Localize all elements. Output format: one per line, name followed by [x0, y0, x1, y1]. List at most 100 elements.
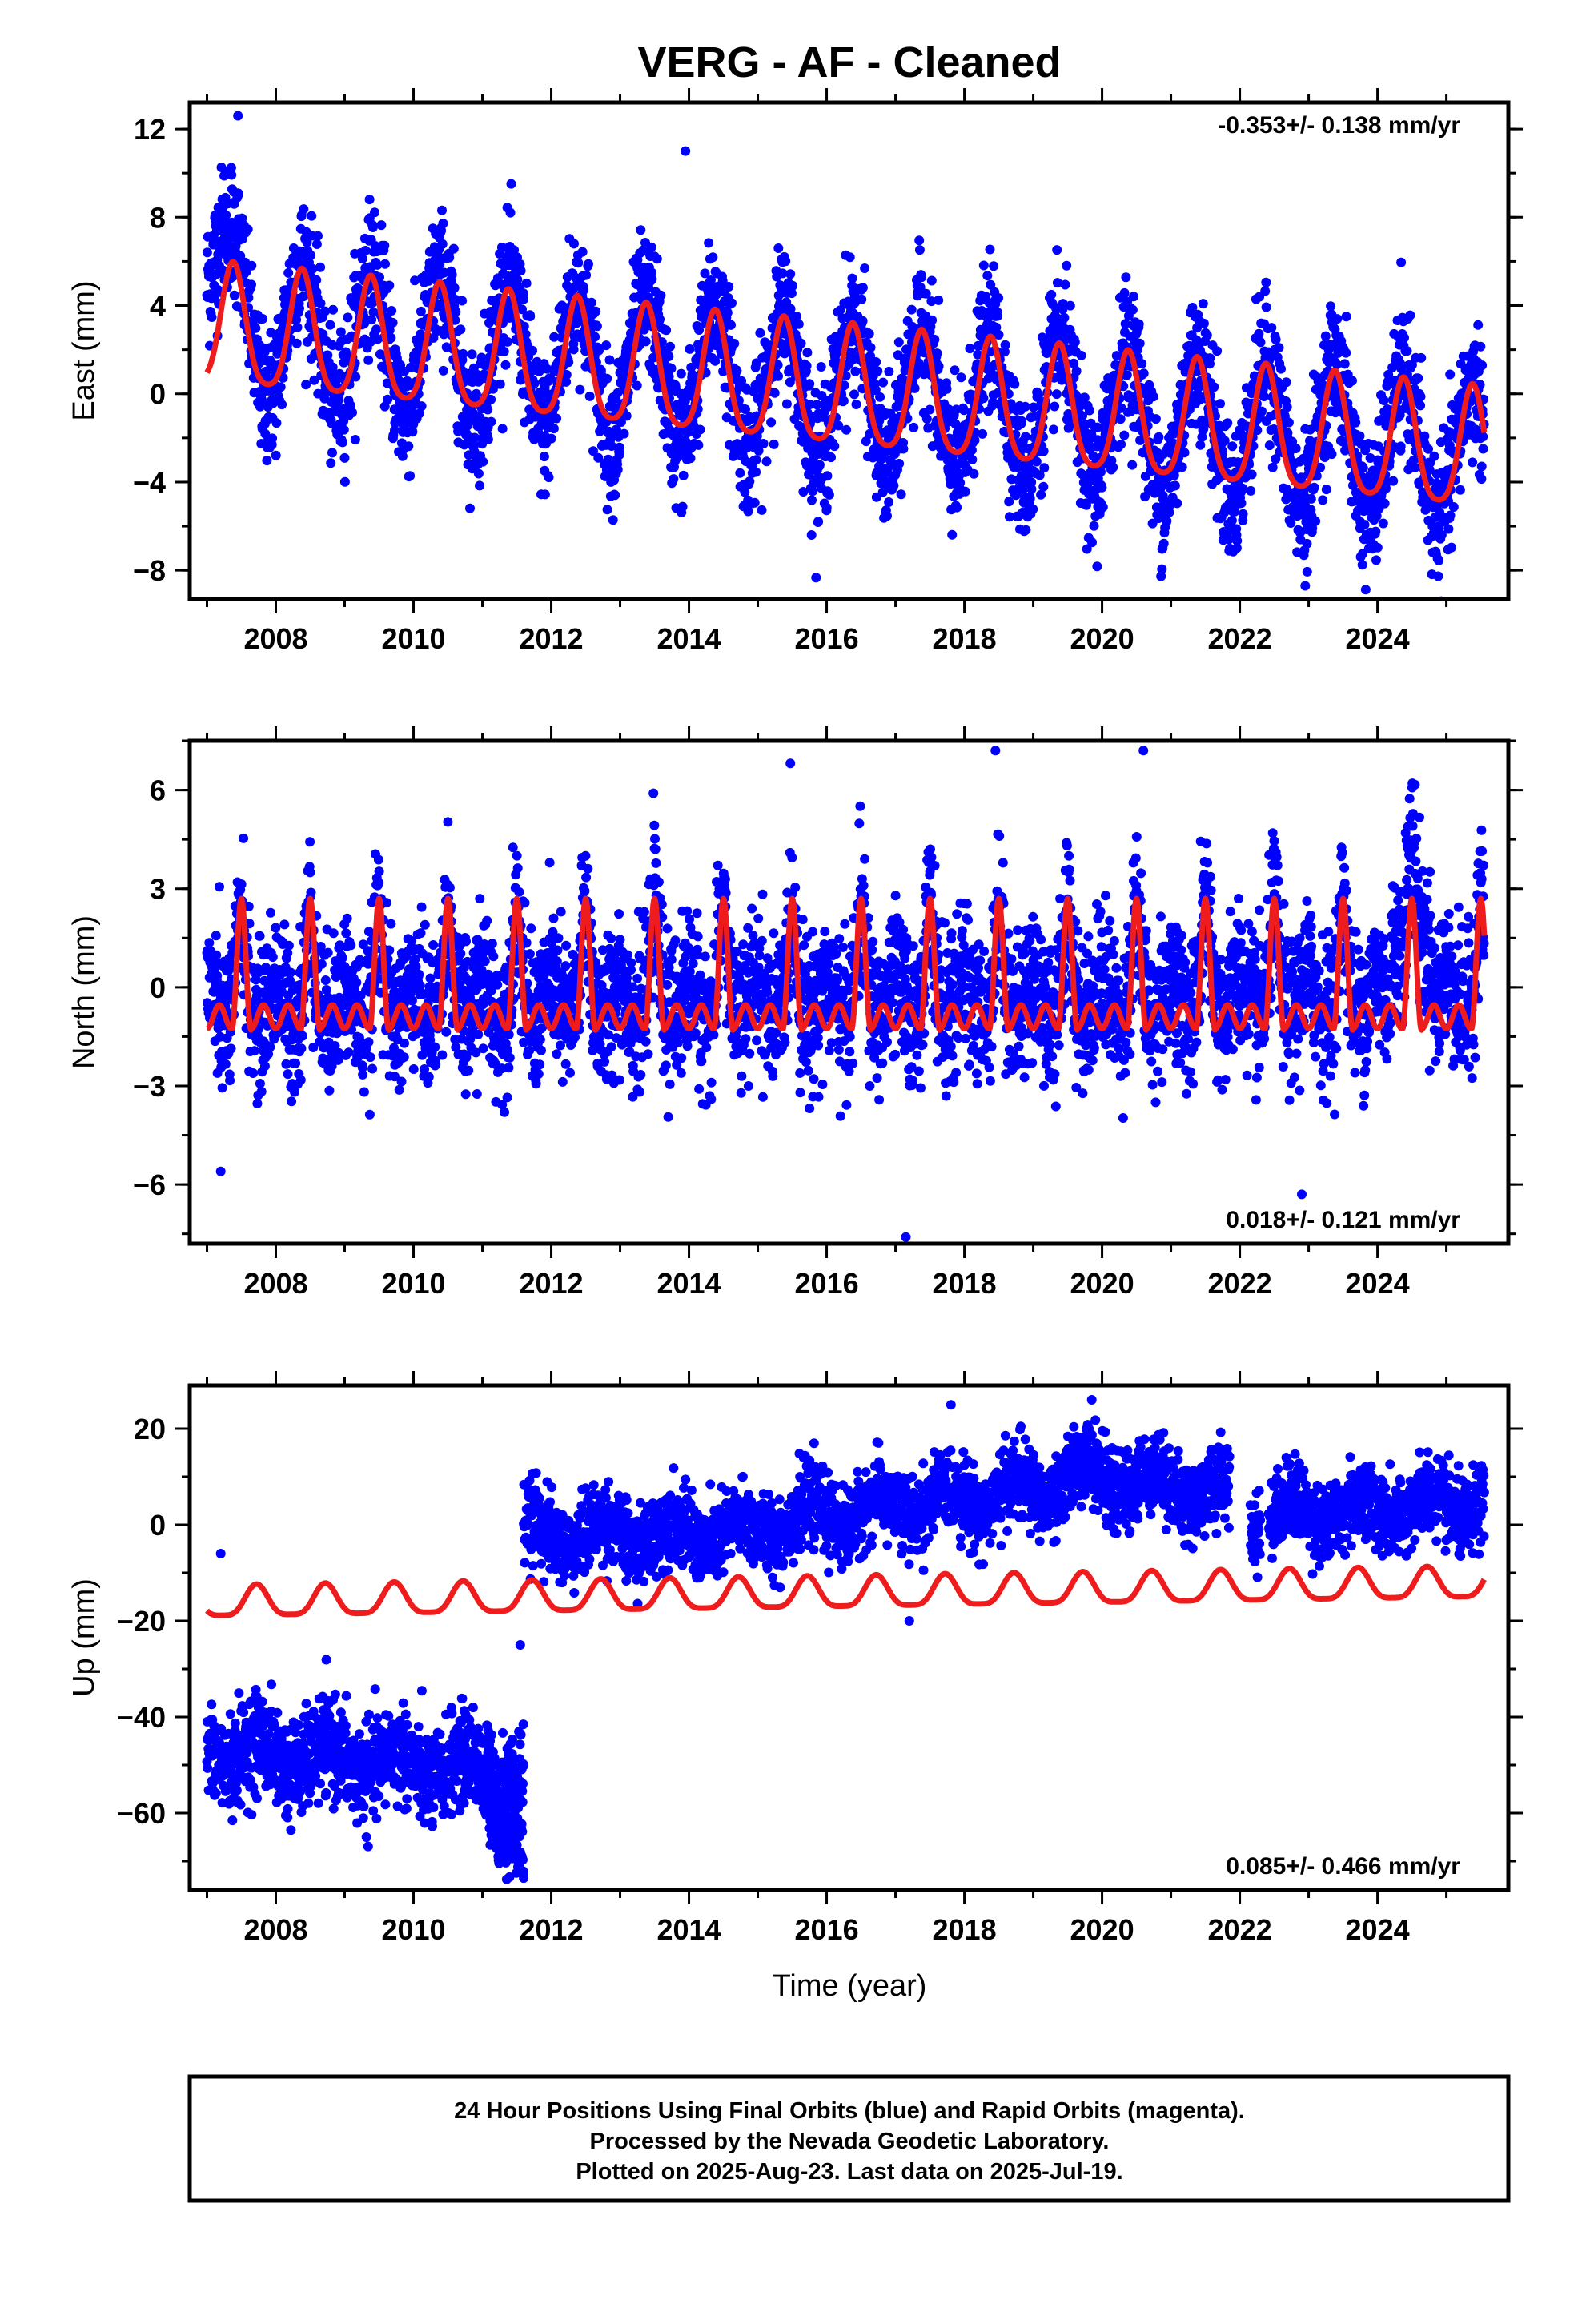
data-point: [871, 357, 881, 367]
data-point: [327, 418, 337, 428]
data-point: [845, 252, 855, 263]
data-point: [802, 348, 813, 358]
data-point: [519, 294, 529, 304]
data-point: [1060, 279, 1070, 290]
data-point: [726, 320, 736, 330]
data-point: [1468, 457, 1478, 468]
data-point: [1341, 348, 1351, 358]
data-point: [486, 394, 496, 404]
data-point: [1065, 300, 1075, 311]
data-point: [1360, 585, 1371, 595]
data-point: [785, 269, 796, 279]
data-point: [483, 434, 493, 444]
data-point: [343, 312, 353, 323]
data-point: [978, 260, 989, 271]
data-point: [621, 411, 632, 421]
data-point: [865, 343, 876, 352]
data-point: [1405, 310, 1415, 320]
data-point: [544, 472, 554, 483]
data-point: [1059, 312, 1070, 323]
data-point: [227, 170, 237, 180]
data-point: [965, 344, 975, 354]
data-point: [967, 455, 978, 464]
data-point: [367, 315, 377, 325]
data-point: [1379, 498, 1390, 509]
data-point: [1092, 561, 1102, 572]
data-point: [1429, 451, 1439, 461]
data-point: [685, 453, 696, 464]
data-point: [438, 219, 448, 228]
data-point: [216, 163, 227, 172]
data-point: [1129, 292, 1138, 302]
data-point: [357, 254, 367, 264]
data-point: [1051, 389, 1062, 400]
data-point: [807, 495, 817, 505]
data-point: [1395, 441, 1406, 452]
data-point: [302, 237, 312, 247]
data-point: [824, 489, 834, 500]
data-point: [822, 471, 833, 481]
data-point: [221, 210, 231, 220]
data-point: [291, 1058, 301, 1068]
data-point: [370, 207, 379, 218]
data-point: [451, 307, 461, 317]
east-y-axis-label: East (mm): [67, 280, 101, 420]
data-point: [982, 271, 993, 281]
data-point: [793, 319, 804, 329]
data-point: [722, 308, 733, 318]
data-point: [371, 324, 382, 335]
data-point: [1202, 330, 1212, 340]
data-point: [811, 573, 821, 583]
data-point: [1402, 346, 1412, 356]
data-point: [1084, 405, 1094, 416]
data-point: [404, 441, 414, 452]
data-point: [969, 468, 979, 479]
data-point: [1098, 502, 1108, 513]
east-panel: 2008 2010 2012 2014 2016 2018 2020 2022 2024−8−4…: [67, 88, 1523, 655]
data-point: [1076, 350, 1086, 360]
data-point: [462, 420, 472, 431]
x-tick-label: 2008: [243, 622, 307, 655]
data-point: [584, 259, 593, 269]
data-point: [505, 207, 516, 218]
data-point: [1049, 424, 1058, 435]
data-point: [960, 486, 970, 497]
data-point: [286, 967, 295, 978]
data-point: [408, 427, 418, 437]
data-point: [1050, 401, 1060, 412]
data-point: [475, 480, 484, 491]
data-point: [741, 404, 750, 415]
data-point: [1127, 460, 1138, 470]
data-point: [503, 336, 512, 347]
data-point: [465, 503, 475, 513]
data-point: [806, 530, 817, 540]
data-point: [1255, 337, 1266, 348]
data-point: [604, 355, 615, 365]
data-point: [379, 240, 390, 251]
data-point: [1212, 346, 1223, 356]
data-point: [724, 282, 734, 292]
data-point: [458, 348, 468, 359]
data-point: [1396, 257, 1407, 267]
data-point: [339, 476, 350, 487]
data-point: [1261, 302, 1271, 312]
data-point: [805, 379, 815, 389]
data-point: [1134, 319, 1144, 329]
x-tick-label: 2024: [1346, 622, 1410, 655]
data-point: [579, 285, 588, 296]
data-point: [478, 456, 488, 467]
data-point: [1379, 396, 1389, 405]
data-point: [1087, 537, 1097, 548]
data-point: [1388, 476, 1399, 486]
data-point: [1097, 482, 1107, 493]
data-point: [914, 245, 925, 255]
data-point: [1038, 481, 1049, 492]
data-point: [292, 322, 303, 332]
data-point: [549, 332, 560, 342]
data-point: [325, 320, 335, 330]
y-tick-label: 12: [134, 113, 166, 146]
data-point: [1121, 272, 1131, 283]
data-point: [1448, 502, 1459, 512]
data-point: [1148, 392, 1158, 402]
